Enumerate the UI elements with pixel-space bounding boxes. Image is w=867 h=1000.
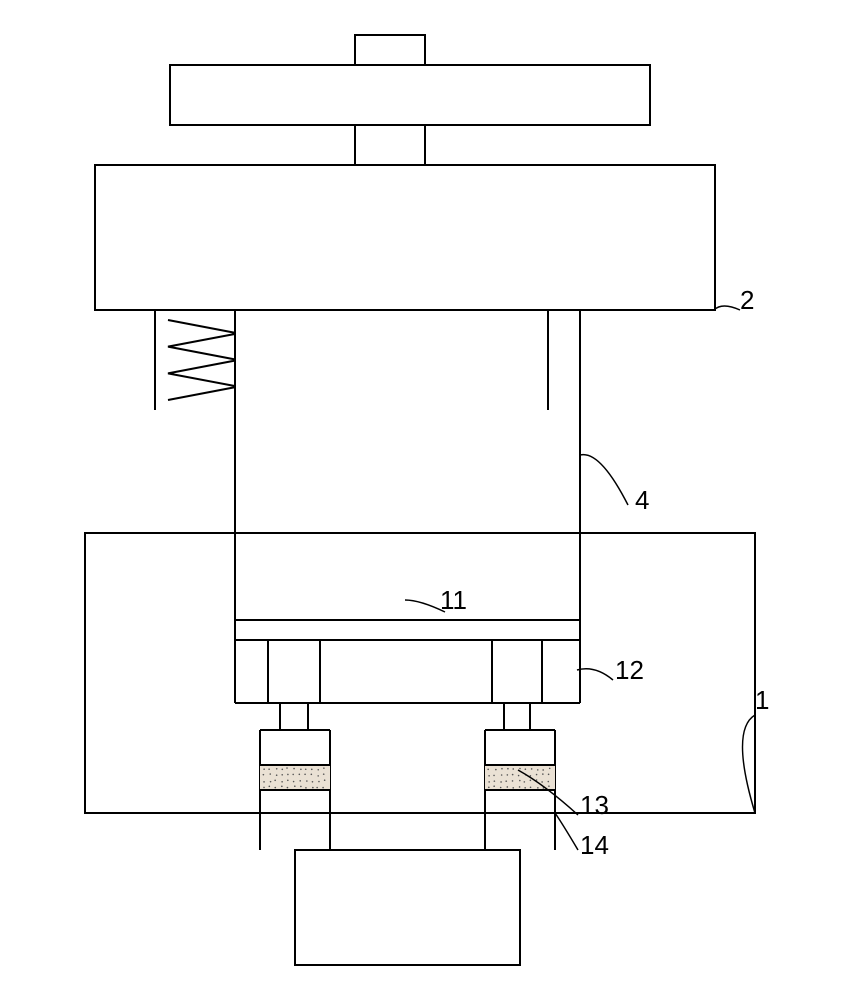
technical-diagram bbox=[0, 0, 867, 1000]
label-12: 12 bbox=[615, 655, 644, 686]
label-1: 1 bbox=[755, 685, 769, 716]
label-14: 14 bbox=[580, 830, 609, 861]
label-2: 2 bbox=[740, 285, 754, 316]
label-4: 4 bbox=[635, 485, 649, 516]
label-13: 13 bbox=[580, 790, 609, 821]
label-11: 11 bbox=[440, 585, 467, 616]
